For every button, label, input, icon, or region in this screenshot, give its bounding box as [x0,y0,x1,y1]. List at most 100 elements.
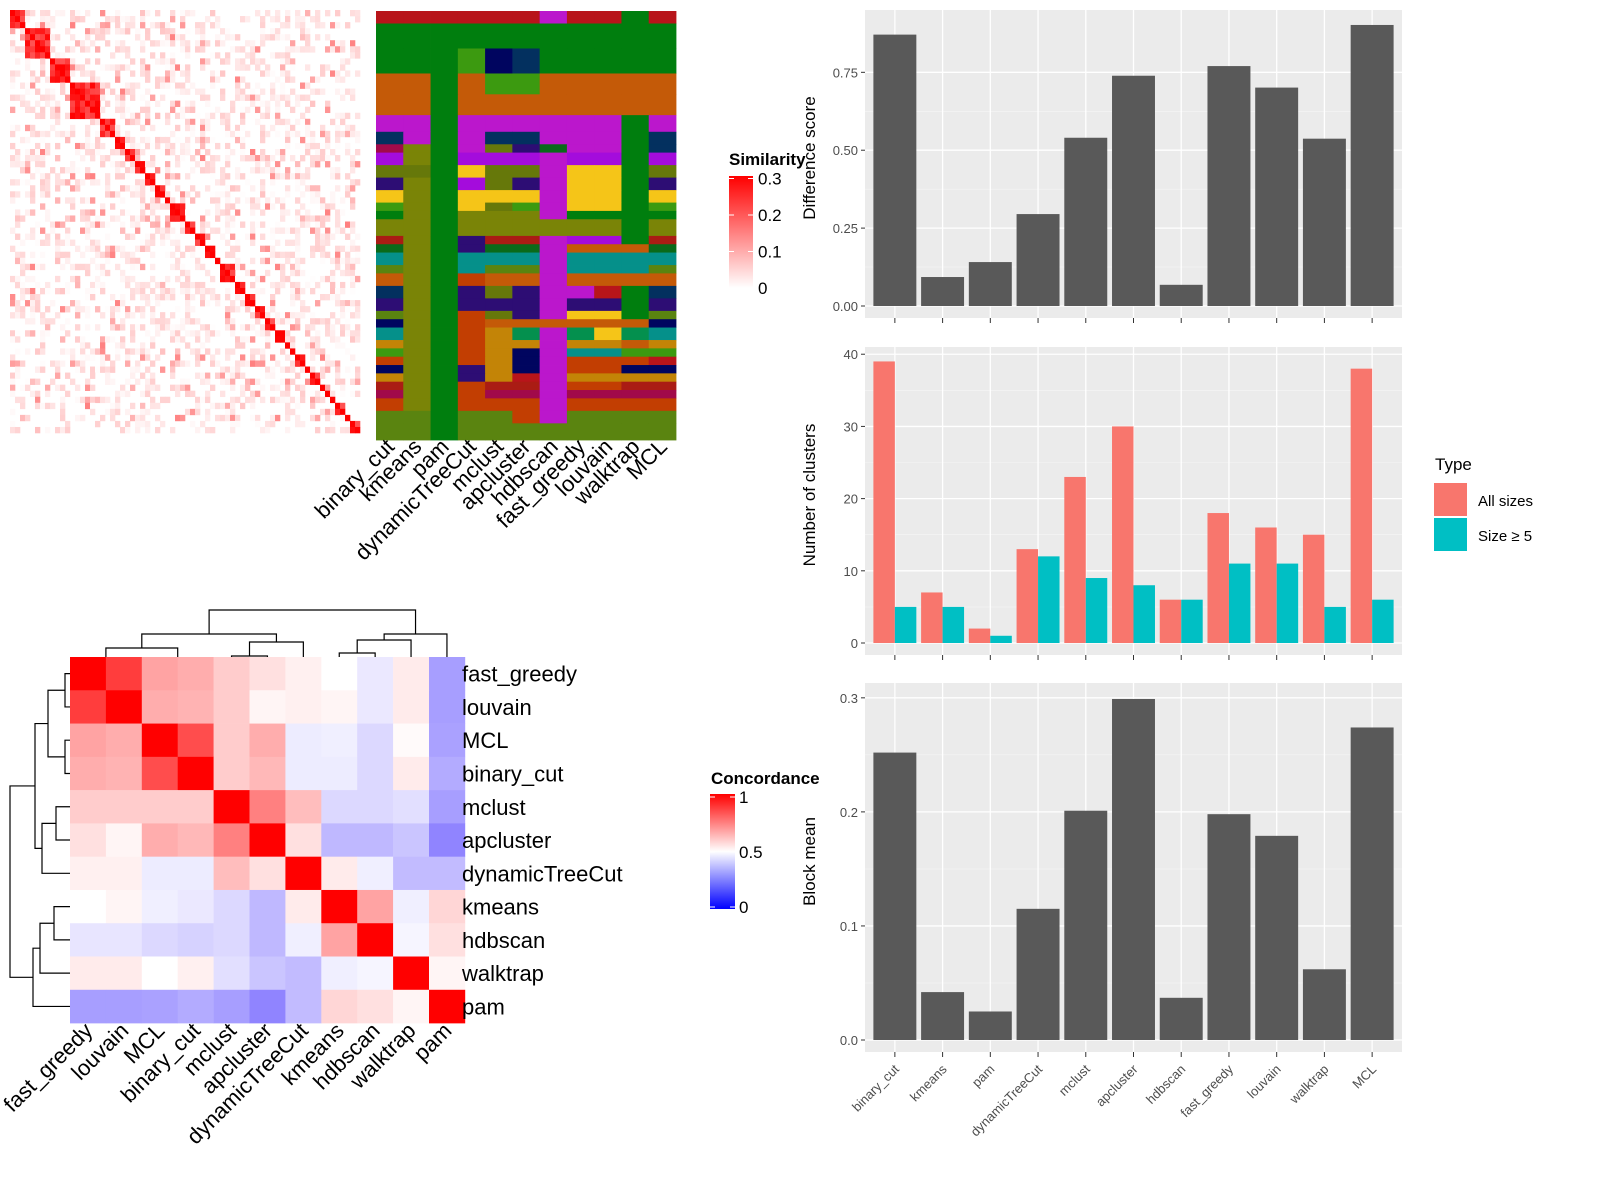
similarity-cell [205,148,211,156]
similarity-cell [355,136,361,144]
similarity-cell [140,342,146,349]
similarity-cell [70,354,76,361]
similarity-cell [205,378,211,385]
similarity-cell [20,161,26,168]
similarity-cell [10,360,16,367]
similarity-cell [335,167,341,174]
similarity-cell [295,402,301,410]
similarity-cell [150,372,156,379]
concordance-dendrograms [9,609,448,1008]
similarity-cell [180,336,186,343]
similarity-cell [160,233,166,240]
similarity-cell [180,88,186,95]
similarity-cell [300,396,306,404]
similarity-cell [65,76,71,83]
similarity-cell [180,209,186,216]
similarity-cell [165,215,171,222]
similarity-cell [310,414,316,422]
similarity-cell [295,312,301,319]
concordance-cell [105,756,143,791]
similarity-cell [235,342,241,349]
similarity-cell [215,34,221,41]
concordance-cell [429,923,466,957]
similarity-cell [40,330,46,337]
similarity-cell [50,378,56,385]
similarity-cell [55,118,61,126]
similarity-cell [90,106,96,114]
similarity-cell [295,118,301,126]
similarity-cell [70,173,76,180]
similarity-cell [45,287,51,295]
similarity-cell [125,167,131,174]
similarity-cell [135,155,141,162]
similarity-cell [215,203,221,210]
concordance-cell [321,690,358,724]
similarity-cell [100,64,106,71]
similarity-cell [55,221,61,228]
label-cell [539,252,568,266]
similarity-cell [100,348,106,355]
similarity-cell [255,82,261,89]
similarity-cell [250,58,256,65]
similarity-cell [140,245,146,253]
similarity-cell [310,396,316,404]
similarity-cell [95,28,101,35]
similarity-cell [30,330,36,337]
label-cell [485,265,513,274]
similarity-cell [135,118,141,126]
similarity-cell [35,263,41,271]
similarity-cell [135,185,141,192]
label-cell [430,410,459,424]
similarity-cell [245,82,251,89]
similarity-cell [50,300,56,307]
similarity-cell [325,408,331,416]
similarity-cell [100,161,106,168]
similarity-cell [205,414,211,422]
label-cell [430,373,459,383]
similarity-cell [255,197,261,204]
label-cell [648,131,677,145]
similarity-cell [350,185,356,192]
similarity-cell [245,384,251,391]
label-cell [566,398,595,412]
similarity-cell [25,46,31,53]
label-cell [403,131,431,145]
similarity-cell [285,167,291,174]
label-cell [376,340,404,349]
dendrogram-branch [141,633,278,648]
similarity-cell [10,312,16,319]
similarity-cell [165,324,171,331]
similarity-cell [180,16,186,23]
concordance-cell [105,823,143,857]
similarity-cell [200,233,206,240]
concordance-cell [141,690,178,724]
similarity-cell [130,16,136,23]
similarity-cell [90,142,96,150]
similarity-cell [180,142,186,150]
similarity-cell [250,294,256,301]
similarity-cell [340,378,346,385]
similarity-cell [135,281,141,289]
similarity-cell [210,197,216,204]
similarity-cell [30,88,36,95]
similarity-cell [30,76,36,83]
bar-all-sizes [1064,476,1086,643]
label-cell [621,298,650,312]
similarity-cell [315,34,321,41]
label-cell [594,48,622,74]
similarity-cell [95,324,101,331]
label-cell [566,390,595,399]
concordance-cell [213,956,250,991]
similarity-cell [300,155,306,162]
similarity-cell [335,408,341,416]
similarity-cell [220,372,226,379]
similarity-cell [115,10,121,17]
label-cell [594,398,622,412]
similarity-cell [60,239,66,246]
concordance-cell [213,723,250,758]
similarity-cell [330,275,336,283]
similarity-cell [120,28,126,35]
similarity-cell [320,245,326,253]
similarity-cell [325,161,331,168]
concordance-row-label: hdbscan [462,928,545,953]
